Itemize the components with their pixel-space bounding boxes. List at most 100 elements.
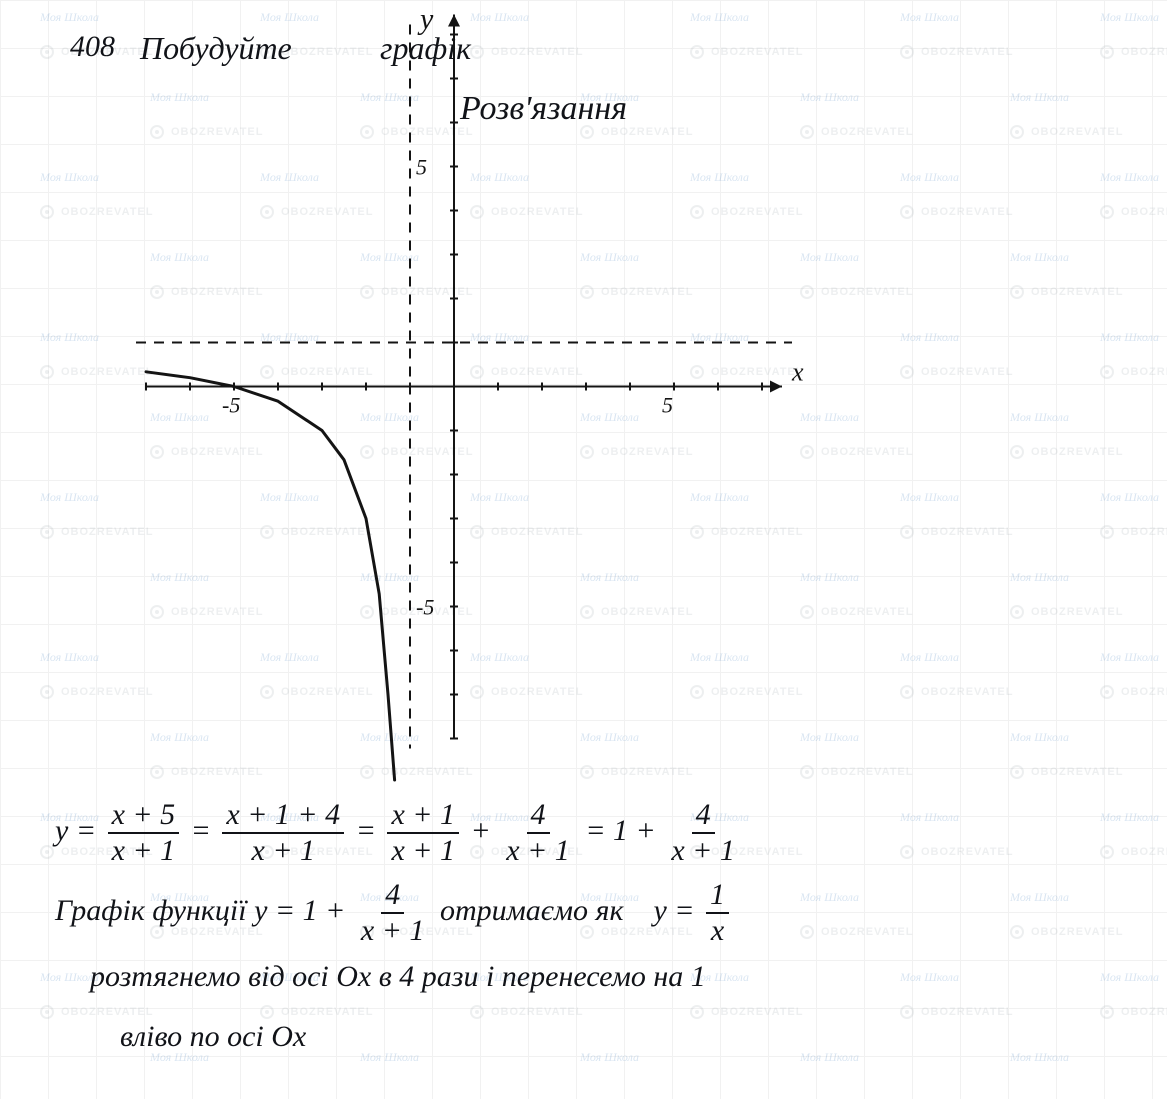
watermark-blue: Моя Школа — [1100, 970, 1159, 985]
math-line-1: y = x + 5 x + 1 = x + 1 + 4 x + 1 = x + … — [55, 800, 743, 866]
watermark-blue: Моя Школа — [900, 810, 959, 825]
watermark-grey: OBOZREVATEL — [900, 205, 1013, 219]
watermark-blue: Моя Школа — [1100, 170, 1159, 185]
line2-frac-den: x + 1 — [357, 914, 429, 946]
watermark-blue: Моя Школа — [900, 330, 959, 345]
watermark-grey: OBOZREVATEL — [40, 1005, 153, 1019]
watermark-blue: Моя Школа — [1100, 330, 1159, 345]
watermark-grey: OBOZREVATEL — [900, 685, 1013, 699]
watermark-grey: OBOZREVATEL — [1100, 45, 1167, 59]
frac1-num: x + 5 — [108, 800, 180, 834]
watermark-blue: Моя Школа — [900, 650, 959, 665]
watermark-blue: Моя Школа — [150, 730, 209, 745]
watermark-blue: Моя Школа — [900, 10, 959, 25]
watermark-grey: OBOZREVATEL — [800, 765, 913, 779]
svg-text:x: x — [791, 358, 804, 387]
watermark-grey: OBOZREVATEL — [900, 45, 1013, 59]
watermark-grey: OBOZREVATEL — [900, 845, 1013, 859]
watermark-blue: Моя Школа — [690, 10, 749, 25]
fraction-3: x + 1 x + 1 — [387, 800, 459, 866]
watermark-grey: OBOZREVATEL — [1100, 685, 1167, 699]
watermark-blue: Моя Школа — [900, 970, 959, 985]
line2b-den: x — [707, 914, 728, 946]
watermark-grey: OBOZREVATEL — [1010, 925, 1123, 939]
line2-frac-num: 4 — [381, 880, 404, 914]
watermark-grey: OBOZREVATEL — [1100, 525, 1167, 539]
watermark-blue: Моя Школа — [40, 170, 99, 185]
watermark-blue: Моя Школа — [1010, 730, 1069, 745]
fraction-4: 4 x + 1 — [502, 800, 574, 866]
watermark-grey: OBOZREVATEL — [1010, 125, 1123, 139]
watermark-grey: OBOZREVATEL — [900, 1005, 1013, 1019]
math-line-4: вліво по осі Ox — [120, 1020, 306, 1054]
watermark-grey: OBOZREVATEL — [690, 45, 803, 59]
watermark-grey: OBOZREVATEL — [1100, 1005, 1167, 1019]
watermark-blue: Моя Школа — [1010, 410, 1069, 425]
math-line-2: Графік функції y = 1 + 4 x + 1 отримаємо… — [55, 880, 733, 946]
watermark-blue: Моя Школа — [580, 730, 639, 745]
line2b-num: 1 — [706, 880, 729, 914]
math-line-3: розтягнемо від осі Ox в 4 рази і перенес… — [90, 960, 706, 994]
watermark-blue: Моя Школа — [1100, 10, 1159, 25]
frac4-den: x + 1 — [502, 834, 574, 866]
frac1-den: x + 1 — [108, 834, 180, 866]
problem-word-1: Побудуйте — [140, 30, 292, 67]
watermark-blue: Моя Школа — [260, 10, 319, 25]
watermark-blue: Моя Школа — [580, 1050, 639, 1065]
equals-2: = — [356, 814, 376, 847]
watermark-blue: Моя Школа — [800, 90, 859, 105]
watermark-grey: OBOZREVATEL — [1010, 765, 1123, 779]
watermark-blue: Моя Школа — [150, 90, 209, 105]
watermark-blue: Моя Школа — [800, 1050, 859, 1065]
problem-word-2: графік — [380, 30, 471, 67]
watermark-grey: OBOZREVATEL — [470, 1005, 583, 1019]
watermark-blue: Моя Школа — [1010, 1050, 1069, 1065]
frac3-den: x + 1 — [387, 834, 459, 866]
svg-text:y: y — [417, 3, 434, 36]
watermark-grey: OBOZREVATEL — [1010, 445, 1123, 459]
svg-text:5: 5 — [662, 393, 673, 418]
fraction-line2: 4 x + 1 — [357, 880, 429, 946]
watermark-blue: Моя Школа — [40, 330, 99, 345]
watermark-grey: OBOZREVATEL — [690, 1005, 803, 1019]
frac5-num: 4 — [692, 800, 715, 834]
watermark-blue: Моя Школа — [1010, 90, 1069, 105]
watermark-grey: OBOZREVATEL — [900, 525, 1013, 539]
fraction-1: x + 5 x + 1 — [108, 800, 180, 866]
watermark-grey: OBOZREVATEL — [900, 365, 1013, 379]
equals-1: = — [191, 814, 211, 847]
svg-text:-5: -5 — [222, 393, 240, 418]
function-chart: 5-55-5xy — [130, 130, 850, 700]
watermark-grey: OBOZREVATEL — [1100, 205, 1167, 219]
watermark-blue: Моя Школа — [900, 490, 959, 505]
y-equals: y = — [55, 814, 96, 847]
equals-3: = 1 + — [585, 814, 656, 847]
watermark-grey: OBOZREVATEL — [580, 765, 693, 779]
watermark-blue: Моя Школа — [1010, 570, 1069, 585]
watermark-blue: Моя Школа — [1100, 650, 1159, 665]
watermark-grey: OBOZREVATEL — [470, 45, 583, 59]
watermark-blue: Моя Школа — [40, 490, 99, 505]
watermark-grey: OBOZREVATEL — [1100, 365, 1167, 379]
frac4-num: 4 — [527, 800, 550, 834]
watermark-blue: Моя Школа — [1010, 250, 1069, 265]
line2-suffix-prefix: y = — [653, 894, 694, 927]
line2-prefix: Графік функції y = 1 + — [55, 894, 345, 927]
fraction-5: 4 x + 1 — [667, 800, 739, 866]
watermark-grey: OBOZREVATEL — [360, 765, 473, 779]
watermark-grey: OBOZREVATEL — [260, 1005, 373, 1019]
watermark-blue: Моя Школа — [1010, 890, 1069, 905]
watermark-blue: Моя Школа — [40, 650, 99, 665]
frac3-num: x + 1 — [387, 800, 459, 834]
plus-1: + — [471, 814, 491, 847]
solution-label: Розв'язання — [460, 90, 627, 128]
watermark-grey: OBOZREVATEL — [1010, 285, 1123, 299]
frac2-num: x + 1 + 4 — [222, 800, 344, 834]
frac2-den: x + 1 — [248, 834, 320, 866]
svg-text:-5: -5 — [416, 595, 434, 620]
svg-text:5: 5 — [416, 155, 427, 180]
watermark-grey: OBOZREVATEL — [1010, 605, 1123, 619]
frac5-den: x + 1 — [667, 834, 739, 866]
watermark-grey: OBOZREVATEL — [800, 925, 913, 939]
watermark-blue: Моя Школа — [360, 1050, 419, 1065]
